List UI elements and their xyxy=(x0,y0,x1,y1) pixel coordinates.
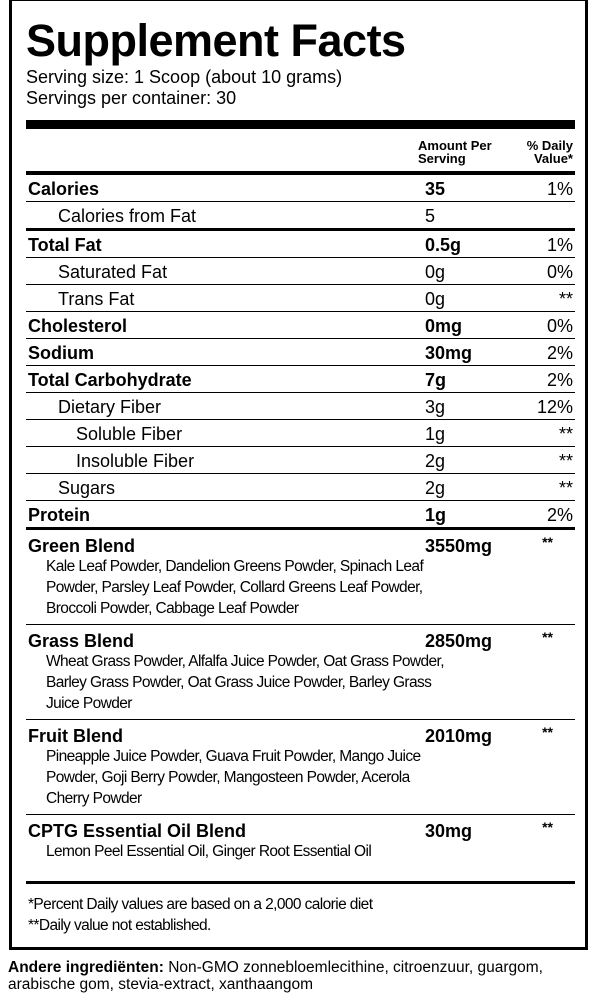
nutrient-name: Dietary Fiber xyxy=(58,397,162,417)
nutrient-row: Sugars 2g ** xyxy=(26,474,575,501)
nutrient-amount: 0.5g xyxy=(425,235,462,255)
nutrient-amount: 1g xyxy=(425,424,446,444)
nutrient-table: Calories 35 1% Calories from Fat 5 Total … xyxy=(26,175,575,530)
nutrient-dv: 2% xyxy=(546,505,573,525)
blend-ingredients: Kale Leaf Powder, Dandelion Greens Powde… xyxy=(46,558,424,617)
blend-row: CPTG Essential Oil Blend 30mg ** Lemon P… xyxy=(26,815,575,867)
other-ingredients-label: Andere ingrediënten: xyxy=(8,959,164,976)
nutrient-name: Total Carbohydrate xyxy=(28,370,192,390)
other-ingredients: Andere ingrediënten: Non-GMO zonnebloeml… xyxy=(8,959,588,993)
nutrient-dv: 2% xyxy=(546,343,573,363)
blend-ingredients: Pineapple Juice Powder, Guava Fruit Powd… xyxy=(46,748,421,807)
blend-name: Green Blend xyxy=(28,536,136,556)
footnote: *Percent Daily values are based on a 2,0… xyxy=(28,896,373,913)
divider-medium xyxy=(26,171,575,175)
nutrient-amount: 35 xyxy=(425,179,446,199)
dv-header: % Daily Value* xyxy=(526,138,573,166)
serving-size: Serving size: 1 Scoop (about 10 grams) xyxy=(26,67,343,87)
other-ingredients-text: Non-GMO zonnebloemlecithine, citroenzuur… xyxy=(8,959,543,993)
nutrient-amount: 0mg xyxy=(425,316,463,336)
nutrient-name: Sugars xyxy=(58,478,116,498)
nutrient-amount: 30mg xyxy=(425,343,473,363)
nutrient-name: Saturated Fat xyxy=(58,262,168,282)
nutrient-row: Calories 35 1% xyxy=(26,175,575,202)
blend-ingredients: Lemon Peel Essential Oil, Ginger Root Es… xyxy=(46,843,372,860)
divider xyxy=(26,881,575,884)
amount-header: Amount Per Serving xyxy=(418,138,492,166)
nutrient-amount: 0g xyxy=(425,262,446,282)
nutrient-name: Trans Fat xyxy=(58,289,135,309)
footnotes: *Percent Daily values are based on a 2,0… xyxy=(28,894,575,936)
nutrient-row: Soluble Fiber 1g ** xyxy=(26,420,575,447)
servings-per-container: Servings per container: 30 xyxy=(26,88,237,108)
column-header: Amount Per Serving % Daily Value* xyxy=(26,129,575,171)
blend-name: Grass Blend xyxy=(28,631,135,651)
nutrient-name: Insoluble Fiber xyxy=(76,451,195,471)
nutrient-dv: ** xyxy=(558,289,573,309)
nutrient-name: Sodium xyxy=(28,343,94,363)
blend-name: CPTG Essential Oil Blend xyxy=(28,821,247,841)
blend-row: Grass Blend 2850mg ** Wheat Grass Powder… xyxy=(26,625,575,720)
nutrient-amount: 5 xyxy=(425,206,436,226)
nutrient-row: Cholesterol 0mg 0% xyxy=(26,312,575,339)
nutrient-row: Dietary Fiber 3g 12% xyxy=(26,393,575,420)
nutrient-name: Protein xyxy=(28,505,91,525)
blend-row: Fruit Blend 2010mg ** Pineapple Juice Po… xyxy=(26,720,575,815)
blend-amount: 30mg xyxy=(425,821,473,841)
supplement-facts-panel: Supplement Facts Serving size: 1 Scoop (… xyxy=(9,0,588,950)
divider-thick xyxy=(26,120,575,129)
nutrient-amount: 2g xyxy=(425,451,446,471)
nutrient-row: Sodium 30mg 2% xyxy=(26,339,575,366)
blend-ingredients: Wheat Grass Powder, Alfalfa Juice Powder… xyxy=(46,653,445,712)
blend-row: Green Blend 3550mg ** Kale Leaf Powder, … xyxy=(26,530,575,625)
blend-amount: 2010mg xyxy=(425,726,493,746)
blend-dv: ** xyxy=(542,629,553,645)
nutrient-name: Cholesterol xyxy=(28,316,128,336)
nutrient-amount: 2g xyxy=(425,478,446,498)
nutrient-dv: 2% xyxy=(546,370,573,390)
nutrient-dv: ** xyxy=(558,451,573,471)
nutrient-dv: 0% xyxy=(546,316,573,336)
nutrient-dv: ** xyxy=(558,424,573,444)
nutrient-amount: 1g xyxy=(425,505,447,525)
nutrient-row: Calories from Fat 5 xyxy=(26,202,575,231)
nutrient-row: Insoluble Fiber 2g ** xyxy=(26,447,575,474)
nutrient-name: Total Fat xyxy=(28,235,102,255)
nutrient-dv: 0% xyxy=(546,262,573,282)
nutrient-dv: 1% xyxy=(546,179,573,199)
nutrient-row: Trans Fat 0g ** xyxy=(26,285,575,312)
nutrient-row: Saturated Fat 0g 0% xyxy=(26,258,575,285)
nutrient-dv: 12% xyxy=(536,397,573,417)
nutrient-dv: ** xyxy=(558,478,573,498)
footnote: **Daily value not established. xyxy=(28,917,211,934)
nutrient-name: Calories xyxy=(28,179,100,199)
blend-dv: ** xyxy=(542,819,553,835)
blend-list: Green Blend 3550mg ** Kale Leaf Powder, … xyxy=(26,530,575,867)
blend-amount: 3550mg xyxy=(425,536,493,556)
blend-amount: 2850mg xyxy=(425,631,493,651)
panel-title: Supplement Facts xyxy=(26,15,406,66)
nutrient-row: Protein 1g 2% xyxy=(26,501,575,530)
nutrient-row: Total Carbohydrate 7g 2% xyxy=(26,366,575,393)
nutrient-amount: 7g xyxy=(425,370,447,390)
blend-name: Fruit Blend xyxy=(28,726,123,746)
blend-dv: ** xyxy=(542,534,553,550)
nutrient-name: Soluble Fiber xyxy=(76,424,183,444)
nutrient-amount: 0g xyxy=(425,289,446,309)
nutrient-dv: 1% xyxy=(546,235,573,255)
nutrient-name: Calories from Fat xyxy=(58,206,197,226)
nutrient-amount: 3g xyxy=(425,397,446,417)
nutrient-row: Total Fat 0.5g 1% xyxy=(26,231,575,258)
blend-dv: ** xyxy=(542,724,553,740)
